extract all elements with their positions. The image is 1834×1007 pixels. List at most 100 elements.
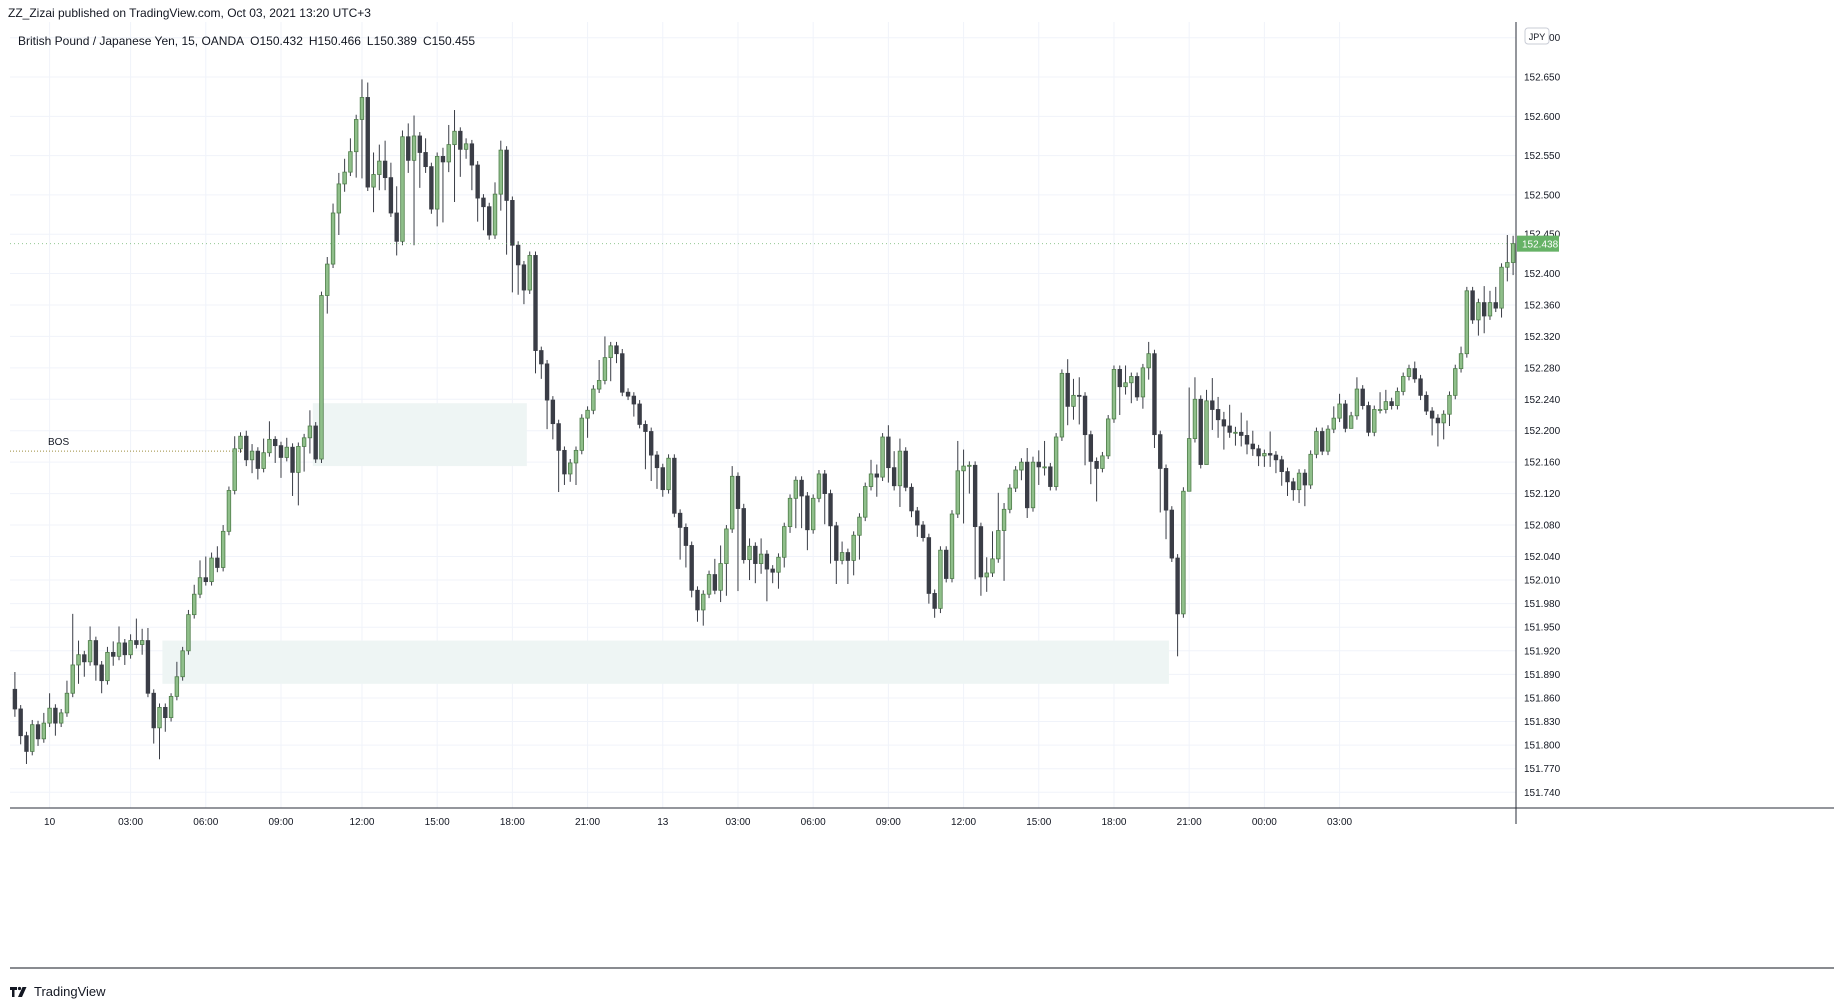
candle[interactable] <box>1406 364 1412 381</box>
candle[interactable] <box>868 459 874 491</box>
candle[interactable] <box>828 489 833 564</box>
candle[interactable] <box>770 565 775 584</box>
candle[interactable] <box>1036 450 1041 485</box>
candle[interactable] <box>805 492 810 551</box>
candle[interactable] <box>753 542 758 584</box>
candle[interactable] <box>579 414 584 455</box>
candle[interactable] <box>816 470 822 503</box>
candle[interactable] <box>301 433 307 472</box>
candle[interactable] <box>1094 457 1099 502</box>
candle[interactable] <box>1470 286 1475 324</box>
candle[interactable] <box>481 194 486 231</box>
candle[interactable] <box>1256 444 1261 467</box>
candle[interactable] <box>810 494 816 534</box>
candle[interactable] <box>585 406 590 438</box>
candle[interactable] <box>1181 487 1186 618</box>
candle[interactable] <box>527 251 532 294</box>
candle[interactable] <box>487 202 492 240</box>
candle[interactable] <box>307 410 313 454</box>
candle[interactable] <box>93 636 99 681</box>
candle[interactable] <box>1279 455 1284 486</box>
candle[interactable] <box>1348 411 1354 429</box>
candle[interactable] <box>689 541 694 598</box>
candle[interactable] <box>1481 286 1487 334</box>
candle[interactable] <box>203 556 208 586</box>
candle[interactable] <box>932 589 937 618</box>
candle[interactable] <box>255 447 261 480</box>
candle[interactable] <box>469 139 475 191</box>
candle[interactable] <box>197 560 203 599</box>
candle[interactable] <box>446 124 451 173</box>
candle[interactable] <box>539 346 544 379</box>
candle[interactable] <box>1082 392 1088 466</box>
candle[interactable] <box>620 348 625 397</box>
candle[interactable] <box>215 546 220 573</box>
candle[interactable] <box>568 459 573 482</box>
candle[interactable] <box>134 618 139 649</box>
candle[interactable] <box>944 546 949 583</box>
candle[interactable] <box>1198 395 1203 469</box>
candle[interactable] <box>822 470 827 525</box>
candle[interactable] <box>1418 374 1423 401</box>
candle[interactable] <box>863 482 868 522</box>
candle[interactable] <box>1134 372 1140 401</box>
candle[interactable] <box>1221 411 1227 450</box>
candle[interactable] <box>990 531 995 577</box>
candle[interactable] <box>735 472 741 592</box>
candle[interactable] <box>891 451 897 491</box>
candle[interactable] <box>1100 451 1105 473</box>
candle[interactable] <box>967 461 972 494</box>
candle[interactable] <box>1001 503 1007 581</box>
candle[interactable] <box>654 451 660 489</box>
candle[interactable] <box>463 138 469 159</box>
candle[interactable] <box>1285 467 1290 496</box>
imbalance-zone-2[interactable] <box>162 640 1169 684</box>
candle[interactable] <box>851 531 856 576</box>
candle[interactable] <box>64 680 70 717</box>
candle[interactable] <box>116 626 122 661</box>
candle[interactable] <box>1354 377 1360 420</box>
candle[interactable] <box>359 79 365 179</box>
candle[interactable] <box>1123 365 1128 395</box>
candle[interactable] <box>41 712 47 743</box>
candle[interactable] <box>492 182 498 239</box>
candle[interactable] <box>591 385 596 415</box>
candle[interactable] <box>1186 387 1192 492</box>
candle[interactable] <box>1204 389 1209 465</box>
candle[interactable] <box>1331 406 1336 434</box>
candle[interactable] <box>1030 456 1036 512</box>
candle[interactable] <box>996 492 1001 563</box>
candle[interactable] <box>1071 378 1076 420</box>
candle[interactable] <box>278 441 284 478</box>
candle[interactable] <box>145 628 151 698</box>
candle[interactable] <box>128 634 133 659</box>
candle[interactable] <box>1487 290 1493 320</box>
candle[interactable] <box>1158 430 1163 513</box>
candle[interactable] <box>1505 235 1510 282</box>
candle[interactable] <box>631 392 637 417</box>
candle[interactable] <box>1510 235 1516 276</box>
candle[interactable] <box>955 440 960 518</box>
candle[interactable] <box>1320 427 1325 456</box>
candle[interactable] <box>550 396 556 440</box>
candle[interactable] <box>903 447 908 492</box>
candle[interactable] <box>1175 554 1180 657</box>
candle[interactable] <box>1458 346 1464 373</box>
candle[interactable] <box>978 522 984 596</box>
candle[interactable] <box>1401 372 1406 396</box>
candle[interactable] <box>1273 451 1279 474</box>
candle[interactable] <box>423 138 428 173</box>
candle[interactable] <box>521 260 527 305</box>
candle[interactable] <box>394 186 399 256</box>
candle[interactable] <box>706 570 712 599</box>
candle[interactable] <box>1383 389 1389 414</box>
candle[interactable] <box>926 533 932 604</box>
candle[interactable] <box>1013 466 1018 493</box>
candle[interactable] <box>533 251 538 374</box>
candle[interactable] <box>608 341 613 382</box>
candle[interactable] <box>12 672 18 717</box>
candle[interactable] <box>284 437 289 462</box>
candle[interactable] <box>1267 431 1273 467</box>
candle[interactable] <box>1441 410 1446 440</box>
